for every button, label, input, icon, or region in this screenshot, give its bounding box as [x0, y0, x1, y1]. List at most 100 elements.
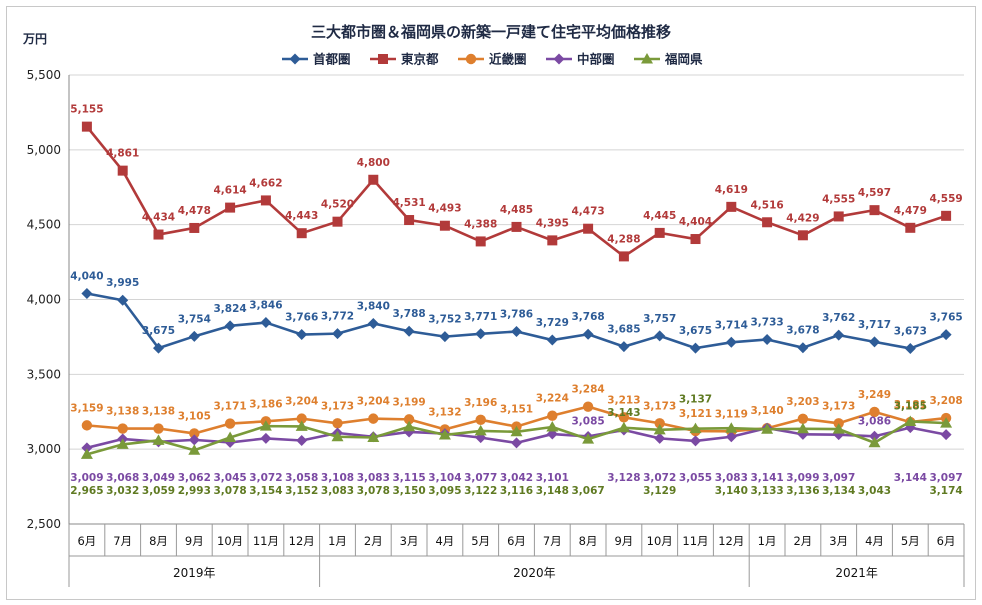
data-label: 3,154 — [249, 485, 282, 497]
x-tick-label: 3月 — [829, 534, 848, 548]
data-label: 3,099 — [786, 472, 819, 484]
data-point — [367, 317, 379, 329]
y-axis-unit: 万円 — [22, 32, 47, 46]
data-label: 3,062 — [178, 472, 211, 484]
data-point — [439, 331, 451, 343]
data-label: 4,555 — [822, 193, 855, 205]
data-point — [259, 420, 272, 431]
data-point — [188, 434, 200, 446]
chart-frame: 三大都市圏＆福岡県の新築一戸建て住宅平均価格推移 万円 首都圏 東京都 近畿圏 中部圏… — [6, 6, 976, 600]
data-label: 3,754 — [178, 313, 211, 325]
data-point — [761, 333, 773, 345]
x-tick-label: 10月 — [647, 534, 673, 548]
data-label: 3,717 — [858, 319, 891, 331]
x-tick-label: 3月 — [400, 534, 419, 548]
legend-label: 中部圏 — [577, 52, 615, 67]
data-label: 3,083 — [321, 485, 354, 497]
data-point — [654, 418, 665, 429]
data-label: 3,171 — [213, 401, 246, 413]
data-label: 3,104 — [428, 472, 461, 484]
x-tick-label: 11月 — [682, 534, 708, 548]
legend-item-1: 東京都 — [370, 52, 439, 67]
data-label: 3,132 — [428, 406, 461, 418]
legend-item-0: 首都圏 — [282, 52, 351, 67]
x-tick-label: 6月 — [77, 534, 96, 548]
data-point — [188, 444, 201, 455]
x-tick-label: 7月 — [543, 534, 562, 548]
data-label: 4,485 — [500, 204, 533, 216]
x-tick-label: 1月 — [328, 534, 347, 548]
data-label: 3,083 — [715, 472, 748, 484]
line-chart: 三大都市圏＆福岡県の新築一戸建て住宅平均価格推移 万円 首都圏 東京都 近畿圏 中部圏… — [22, 23, 965, 587]
data-label: 3,675 — [142, 325, 175, 337]
data-point — [797, 342, 809, 354]
data-label: 3,042 — [500, 472, 533, 484]
chart-title: 三大都市圏＆福岡県の新築一戸建て住宅平均価格推移 — [311, 23, 671, 41]
data-point — [904, 415, 917, 426]
data-label: 3,685 — [607, 324, 640, 336]
data-point — [690, 435, 701, 447]
data-label: 3,766 — [285, 312, 318, 324]
data-point — [153, 342, 164, 354]
data-label: 3,765 — [929, 312, 962, 324]
data-point — [904, 342, 916, 354]
data-label: 3,072 — [249, 472, 282, 484]
data-label: 3,185 — [894, 400, 927, 412]
data-point — [761, 423, 774, 434]
data-label: 3,159 — [70, 402, 103, 414]
data-point — [582, 401, 594, 412]
data-label: 3,995 — [106, 277, 139, 289]
data-point — [225, 202, 236, 213]
series-0 — [81, 288, 952, 354]
data-label: 2,965 — [70, 485, 103, 497]
data-point — [546, 421, 559, 432]
data-point — [618, 251, 629, 262]
data-label: 3,095 — [428, 485, 461, 497]
y-tick-label: 2,500 — [27, 517, 61, 531]
legend-item-3: 中部圏 — [546, 52, 615, 67]
data-point — [368, 174, 379, 185]
data-point — [869, 406, 880, 418]
data-point — [260, 432, 272, 444]
y-tick-label: 3,000 — [27, 442, 61, 456]
data-label: 3,058 — [285, 472, 318, 484]
data-point — [940, 429, 952, 441]
data-point — [296, 413, 307, 424]
data-label: 3,714 — [715, 319, 748, 331]
data-label: 4,473 — [571, 206, 604, 218]
data-label: 3,846 — [249, 300, 282, 312]
legend: 首都圏 東京都 近畿圏 中部圏 福岡県 — [282, 52, 703, 67]
data-point — [404, 215, 415, 226]
data-label: 3,148 — [536, 485, 569, 497]
data-point — [941, 210, 952, 221]
data-label: 3,078 — [357, 485, 390, 497]
data-label: 4,388 — [464, 218, 497, 230]
legend-item-4: 福岡県 — [634, 52, 703, 67]
data-label: 4,445 — [643, 210, 676, 222]
data-point — [439, 220, 450, 231]
legend-item-2: 近畿圏 — [458, 52, 527, 67]
data-label: 3,049 — [142, 472, 175, 484]
data-label: 3,788 — [392, 308, 425, 320]
data-point — [475, 328, 487, 340]
data-label: 3,204 — [285, 396, 318, 408]
data-label: 3,105 — [178, 410, 211, 422]
data-label: 3,009 — [70, 472, 103, 484]
legend-swatch-marker — [553, 53, 565, 65]
data-label: 3,141 — [750, 472, 783, 484]
data-label: 4,559 — [929, 193, 962, 205]
data-point — [368, 413, 379, 424]
data-point — [725, 422, 738, 433]
data-point — [690, 342, 701, 354]
data-point — [689, 422, 702, 434]
data-point — [618, 341, 630, 353]
data-label: 3,173 — [822, 400, 855, 412]
data-label: 3,134 — [822, 485, 855, 497]
data-label: 3,224 — [536, 393, 569, 405]
data-label: 3,055 — [679, 472, 712, 484]
data-point — [153, 229, 164, 240]
x-tick-label: 6月 — [937, 534, 956, 548]
data-point — [224, 418, 236, 429]
data-point — [81, 288, 93, 300]
